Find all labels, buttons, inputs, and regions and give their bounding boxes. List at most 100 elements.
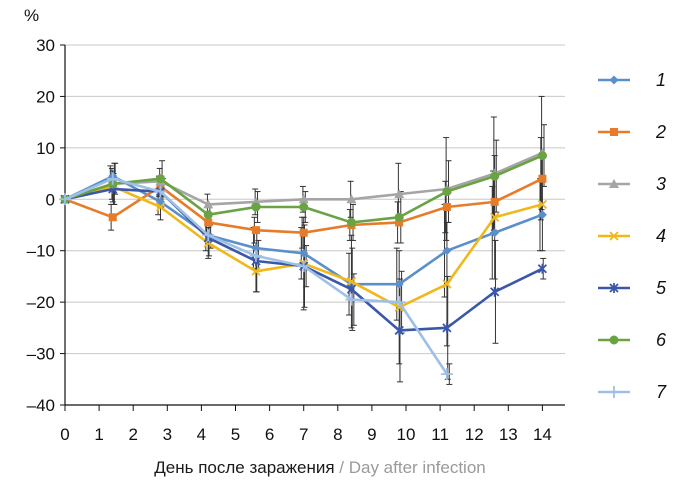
point-s4-p2 xyxy=(155,202,166,212)
legend-marker-2 xyxy=(610,128,618,136)
x-axis-label-ru: День после заражения xyxy=(154,458,335,477)
point-s1-p9 xyxy=(490,228,500,238)
y-tick-label-2: 10 xyxy=(36,139,55,158)
point-s4-p9 xyxy=(490,212,500,222)
error-bars xyxy=(107,95,547,385)
y-tick-label-6: –30 xyxy=(27,345,55,364)
point-s5-p10 xyxy=(537,263,548,274)
x-tick-label-4: 4 xyxy=(197,425,206,444)
point-s4-p4 xyxy=(251,266,261,276)
y-axis-unit-label: % xyxy=(24,6,40,25)
point-s1-p10 xyxy=(537,210,547,220)
point-s2-p8 xyxy=(442,203,451,211)
legend-marker-4 xyxy=(609,231,619,241)
point-s7-p4 xyxy=(249,249,262,262)
point-s2-p1 xyxy=(108,213,117,222)
legend-item-1: 1 xyxy=(590,68,680,92)
legend-swatch-1 xyxy=(598,75,630,85)
y-tick-label-1: 20 xyxy=(36,87,55,106)
x-tick-label-11: 11 xyxy=(431,425,449,444)
point-s1-p8 xyxy=(442,246,452,256)
x-tick-label-14: 14 xyxy=(533,425,552,444)
y-tick-label-7: –40 xyxy=(27,396,55,415)
x-tick-label-0: 0 xyxy=(60,425,69,444)
legend-marker-6 xyxy=(609,335,619,345)
x-tick-label-6: 6 xyxy=(265,425,274,444)
point-s1-p5 xyxy=(299,248,309,258)
point-s4-p10 xyxy=(537,199,548,210)
point-s3-p5 xyxy=(298,194,309,204)
legend-label-5: 5 xyxy=(656,278,667,298)
series-6 xyxy=(60,151,547,227)
point-s7-p6 xyxy=(345,293,358,306)
point-s4-p6 xyxy=(346,276,357,287)
x-tick-label-1: 1 xyxy=(94,425,103,444)
legend-swatch-6 xyxy=(598,335,630,345)
legend-label-6: 6 xyxy=(656,330,667,350)
point-s3-p6 xyxy=(346,194,357,204)
point-s7-p7 xyxy=(393,296,406,309)
point-s5-p7 xyxy=(394,325,404,336)
point-s7-p1 xyxy=(106,172,119,185)
point-s7-p0 xyxy=(59,193,71,206)
legend-marker-5 xyxy=(609,283,619,293)
point-s6-p8 xyxy=(442,187,452,197)
x-axis-label-en: Day after infection xyxy=(348,458,486,477)
legend-swatch-3 xyxy=(598,179,630,188)
legend-swatch-5 xyxy=(598,283,630,293)
point-s6-p6 xyxy=(346,217,356,227)
legend-swatch-4 xyxy=(598,231,630,241)
point-s7-p8 xyxy=(440,368,453,381)
gridlines xyxy=(65,44,565,355)
point-s2-p3 xyxy=(204,218,213,227)
point-s7-p2 xyxy=(154,185,167,198)
x-tick-label-7: 7 xyxy=(299,425,308,444)
legend-label-4: 4 xyxy=(656,226,667,246)
legend-swatch-7 xyxy=(598,386,630,398)
legend-marker-3 xyxy=(609,179,619,188)
point-s1-p4 xyxy=(251,243,261,253)
point-s2-p9 xyxy=(490,197,499,206)
legend-label-2: 2 xyxy=(656,122,667,142)
point-s6-p7 xyxy=(394,212,404,222)
y-tick-label-4: –10 xyxy=(27,242,55,261)
legend-item-4: 4 xyxy=(590,224,680,248)
point-s6-p4 xyxy=(251,202,261,212)
point-s3-p3 xyxy=(203,199,214,209)
series-7 xyxy=(59,172,453,381)
legend-label-1: 1 xyxy=(656,70,667,90)
legend-swatch-2 xyxy=(598,128,630,136)
legend-item-7: 7 xyxy=(590,380,680,404)
x-axis-caption: День после заражения / Day after infecti… xyxy=(0,458,640,478)
x-axis-label-separator: / xyxy=(334,458,349,477)
point-s2-p7 xyxy=(395,218,404,227)
y-tick-label-0: 30 xyxy=(36,36,55,55)
point-s6-p10 xyxy=(537,151,547,161)
point-s5-p9 xyxy=(490,286,500,297)
legend-marker-7 xyxy=(608,386,620,398)
x-tick-label-9: 9 xyxy=(367,425,376,444)
point-s6-p5 xyxy=(299,202,309,212)
point-s6-p9 xyxy=(490,171,500,181)
point-s7-p5 xyxy=(297,260,310,273)
point-s5-p8 xyxy=(442,322,452,333)
y-tick-label-3: 0 xyxy=(46,190,55,209)
x-tick-label-12: 12 xyxy=(465,425,484,444)
x-tick-label-8: 8 xyxy=(333,425,342,444)
x-tick-label-10: 10 xyxy=(397,425,416,444)
x-tick-label-5: 5 xyxy=(231,425,240,444)
legend-marker-1 xyxy=(609,75,619,85)
point-s6-p3 xyxy=(203,210,213,220)
point-s2-p5 xyxy=(299,228,308,237)
y-tick-label-5: –20 xyxy=(27,293,55,312)
legend-item-6: 6 xyxy=(590,328,680,352)
point-s5-p6 xyxy=(346,284,357,295)
point-s4-p8 xyxy=(442,279,452,289)
x-tick-label-2: 2 xyxy=(128,425,137,444)
legend-item-2: 2 xyxy=(590,120,680,144)
legend-item-3: 3 xyxy=(590,172,680,196)
point-s7-p3 xyxy=(202,229,215,242)
legend-label-3: 3 xyxy=(656,174,667,194)
point-s1-p7 xyxy=(394,279,404,289)
